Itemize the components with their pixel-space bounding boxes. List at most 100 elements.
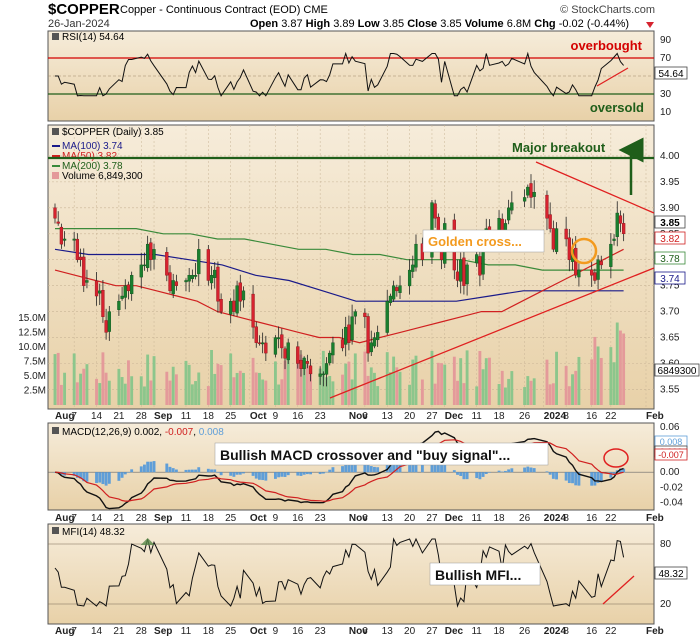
- volume-bar-80: [414, 355, 418, 405]
- macd-hist-bar-98: [500, 471, 504, 473]
- macd-hist-bar-58: [318, 472, 322, 475]
- macd-annotation-text: Bullish MACD crossover and "buy signal".…: [220, 447, 510, 463]
- x-tick-label-1-21: 26: [519, 513, 531, 524]
- volume-bar-57: [309, 365, 313, 405]
- candle-body-73: [385, 301, 389, 333]
- macd-legend: MACD(12,26,9) 0.002, -0.007, 0.008: [52, 427, 224, 438]
- ma50-badge-bg: [654, 231, 686, 245]
- candle-body-33: [206, 249, 210, 281]
- mfi-panel-bg: [47, 523, 655, 625]
- macd-hist-bar-36: [216, 472, 220, 473]
- candle-body-17: [126, 284, 131, 292]
- candle-14: [117, 294, 121, 316]
- price-tick-6: 3.70: [660, 307, 680, 318]
- close-label: Close: [407, 18, 437, 30]
- candle-body-9: [94, 280, 99, 297]
- candle-16: [123, 279, 127, 310]
- chart-header: $COPPER Copper - Continuous Contract (EO…: [48, 1, 655, 30]
- candle-24: [165, 247, 169, 282]
- rsi-tick-0: 90: [660, 35, 672, 46]
- candle-108: [551, 220, 555, 253]
- candle-body-59: [321, 373, 325, 376]
- candle-body-104: [529, 183, 533, 198]
- volume-bar-36: [216, 363, 220, 405]
- candle-body-90: [462, 257, 466, 286]
- x-tick-label-2-0: Aug: [55, 626, 74, 637]
- candle-34: [209, 266, 214, 290]
- volume-bar-63: [341, 374, 344, 405]
- candle-4: [72, 231, 76, 252]
- candle-31: [193, 263, 198, 280]
- candle-body-42: [241, 290, 246, 301]
- candle-body-51: [283, 348, 287, 359]
- volume-bar-2: [59, 384, 63, 405]
- candle-body-2: [59, 226, 64, 245]
- candle-117: [596, 255, 600, 290]
- candle-body-0: [53, 207, 57, 219]
- high-label: High: [306, 18, 331, 30]
- candle-2: [59, 223, 64, 249]
- x-tick-label-0-12: 23: [315, 411, 327, 422]
- candle-body-24: [165, 252, 169, 276]
- volume-bar-114: [577, 356, 581, 405]
- macd-hist-bar-22: [149, 461, 153, 473]
- volume-bar-16: [123, 383, 127, 405]
- macd-hist-bar-89: [459, 472, 463, 476]
- macd-hist-bar-26: [171, 468, 175, 473]
- volume-bar-65: [347, 361, 351, 405]
- x-tick-label-2-21: 26: [519, 626, 531, 637]
- x-tick-label-2-8: 25: [225, 626, 237, 637]
- macd-hist-bar-31: [194, 469, 197, 473]
- candle-body-105: [532, 192, 536, 197]
- candle-body-72: [376, 332, 380, 341]
- x-tick-label-2-2: 14: [91, 626, 103, 637]
- x-tick-label-0-9: Oct: [250, 411, 267, 422]
- candle-63: [340, 328, 345, 352]
- macd-hist-bar-120: [612, 472, 616, 475]
- macd-hist-bar-10: [98, 472, 102, 483]
- volume-bar-101: [510, 371, 514, 405]
- volume-bar-98: [500, 370, 504, 405]
- volume-bar-122: [619, 330, 622, 405]
- x-tick-label-0-15: 13: [382, 411, 394, 422]
- ma200-badge: 3.78: [654, 251, 686, 265]
- volume-bar-99: [504, 387, 507, 405]
- candle-body-48: [273, 337, 278, 355]
- candle-50: [280, 328, 284, 359]
- macd-hist-bar-50: [280, 472, 284, 477]
- candle-69: [366, 313, 370, 362]
- volume-bar-62: [331, 381, 335, 405]
- x-tick-label-2-4: 28: [136, 626, 148, 637]
- macd-hist-bar-6: [79, 472, 82, 479]
- x-tick-label-1-6: 11: [181, 513, 192, 524]
- volume-bar-38: [229, 353, 233, 405]
- macd-hist-bar-95: [484, 472, 488, 474]
- macd-hist-bar-7: [82, 472, 86, 482]
- candle-11: [101, 280, 105, 323]
- price-legend-title: $COPPER (Daily) 3.85: [62, 127, 164, 138]
- macd-tick-0: 0.06: [660, 422, 680, 433]
- volume-bar-123: [622, 333, 626, 405]
- volume-bar-70: [369, 367, 373, 405]
- macd-hist-bar-76: [395, 461, 399, 473]
- candle-46: [261, 332, 265, 354]
- macd-hist-bar-75: [392, 461, 396, 473]
- candle-body-93: [478, 256, 482, 276]
- volume-bar-104: [529, 380, 533, 405]
- mfi-annotation-box: [429, 562, 541, 586]
- candle-103: [526, 184, 530, 199]
- volume-bar-90: [462, 383, 466, 405]
- overbought-label: overbought: [571, 38, 643, 53]
- x-tick-label-1-7: 18: [203, 513, 215, 524]
- rsi-legend-swatch: [52, 33, 59, 40]
- volume-bar-28: [184, 360, 188, 405]
- ma50-line: [54, 248, 624, 344]
- ohlc-line: Open 3.87 High 3.89 Low 3.85 Close 3.85 …: [250, 18, 629, 30]
- volume-bar-44: [254, 372, 258, 405]
- volume-bar-83: [433, 383, 437, 405]
- volume-bar-91: [465, 350, 469, 405]
- candle-body-16: [123, 285, 127, 298]
- candle-23: [152, 243, 156, 270]
